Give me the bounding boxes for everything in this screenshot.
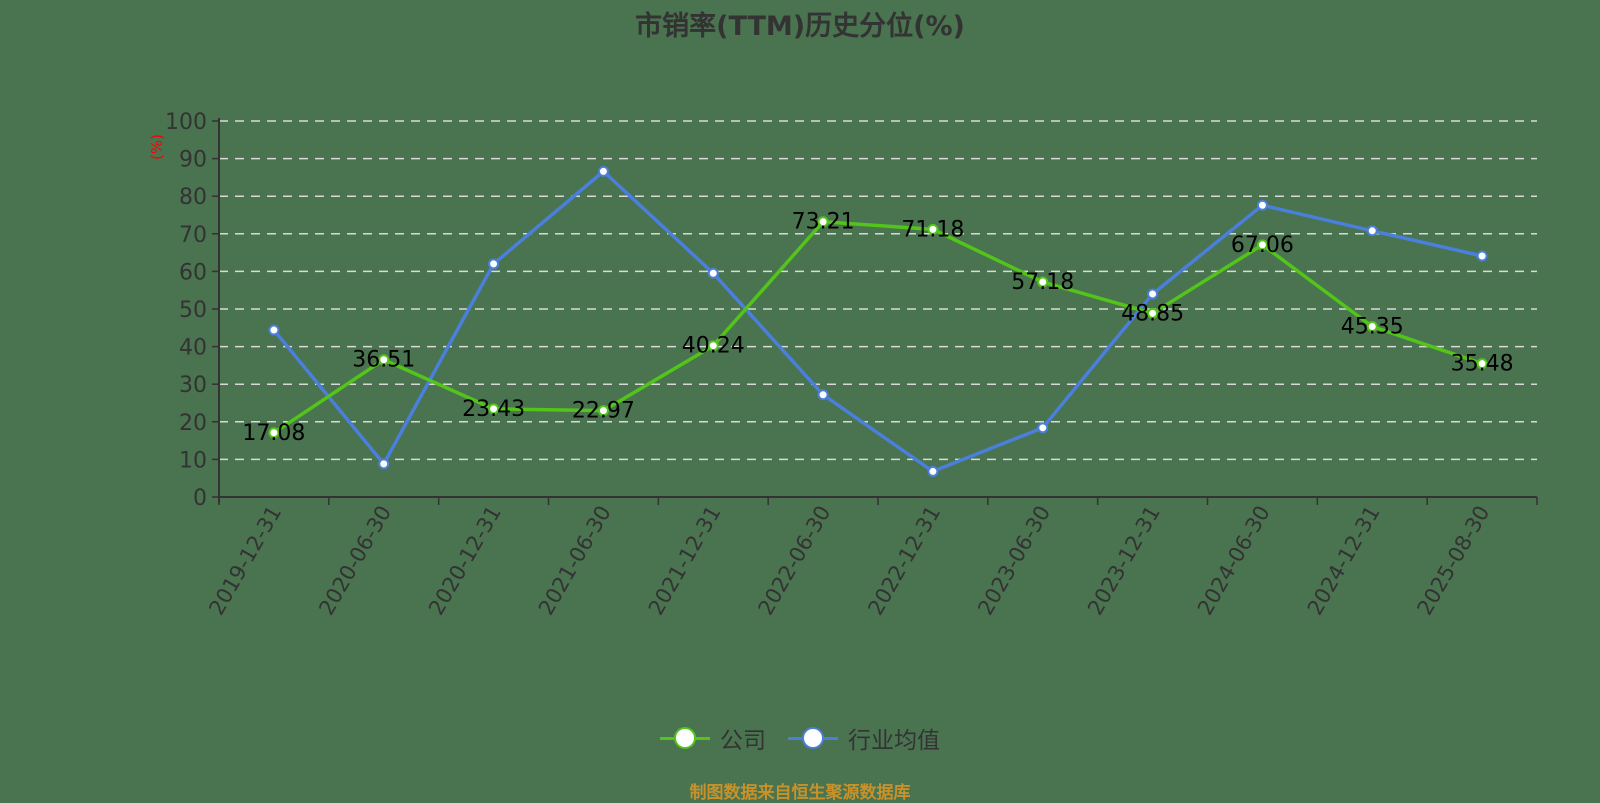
data-point[interactable]: [1476, 250, 1488, 262]
data-point[interactable]: [1366, 225, 1378, 237]
y-tick-label: 0: [193, 486, 207, 511]
y-tick-label: 80: [179, 185, 207, 210]
x-tick-label: 2024-06-30: [1193, 502, 1275, 620]
data-point[interactable]: [817, 389, 829, 401]
data-point[interactable]: [1147, 307, 1159, 319]
data-point[interactable]: [1256, 199, 1268, 211]
y-tick-label: 100: [165, 110, 207, 135]
x-tick-label: 2025-08-30: [1413, 502, 1495, 620]
data-point[interactable]: [1147, 288, 1159, 300]
data-point[interactable]: [268, 324, 280, 336]
series-layer: [268, 165, 1488, 477]
data-point[interactable]: [378, 354, 390, 366]
legend: 公司 行业均值: [0, 721, 1600, 755]
data-point[interactable]: [1366, 320, 1378, 332]
data-point[interactable]: [268, 427, 280, 439]
data-label: 35.48: [1451, 352, 1514, 377]
data-label: 45.35: [1341, 314, 1404, 339]
data-label: 73.21: [792, 210, 855, 235]
data-label: 57.18: [1011, 270, 1074, 295]
data-label: 71.18: [901, 217, 964, 242]
data-label: 48.85: [1121, 301, 1184, 326]
y-tick-label: 60: [179, 260, 207, 285]
company-line: [272, 219, 1483, 435]
data-label: 17.08: [242, 421, 305, 446]
data-point[interactable]: [1037, 422, 1049, 434]
legend-marker-icon: [660, 723, 710, 753]
x-tick-label: 2020-12-31: [424, 502, 506, 620]
data-point[interactable]: [488, 403, 500, 415]
data-label: 36.51: [352, 348, 415, 373]
data-point[interactable]: [1476, 358, 1488, 370]
legend-label: 公司: [720, 728, 766, 754]
y-tick-label: 30: [179, 373, 207, 398]
y-tick-label: 50: [179, 298, 207, 323]
legend-item-company[interactable]: 公司: [660, 721, 766, 755]
y-tick-label: 90: [179, 148, 207, 173]
x-tick-label: 2023-06-30: [973, 502, 1055, 620]
x-tick-label: 2021-06-30: [534, 502, 616, 620]
grid-lines: [219, 120, 1537, 461]
legend-marker-icon: [788, 723, 838, 753]
x-tick-label: 2019-12-31: [204, 502, 286, 620]
x-axis: 2019-12-31 2020-06-30 2020-12-31 2021-06-30…: [204, 496, 1538, 620]
x-tick-label: 2021-12-31: [644, 502, 726, 620]
circle-marker-icon: [674, 727, 696, 749]
chart-title: 市销率(TTM)历史分位(%): [635, 11, 965, 42]
data-label: 67.06: [1231, 233, 1294, 258]
x-tick-label: 2022-06-30: [754, 502, 836, 620]
data-point[interactable]: [707, 340, 719, 352]
circle-marker-icon: [802, 727, 824, 749]
data-point[interactable]: [597, 165, 609, 177]
data-point[interactable]: [927, 465, 939, 477]
x-tick-label: 2023-12-31: [1083, 502, 1165, 620]
data-label: 40.24: [682, 334, 745, 359]
data-point[interactable]: [597, 405, 609, 417]
data-labels: 17.08 36.51 23.43 22.97 40.24 73.21 71.18 57.18…: [242, 210, 1513, 446]
y-unit-label: (%): [148, 134, 166, 160]
y-tick-label: 10: [179, 448, 207, 473]
y-tick-label: 40: [179, 336, 207, 361]
legend-label: 行业均值: [848, 728, 940, 754]
legend-item-industry[interactable]: 行业均值: [788, 721, 940, 755]
data-label: 22.97: [572, 399, 635, 424]
x-tick-label: 2024-12-31: [1303, 502, 1385, 620]
y-tick-label: 20: [179, 411, 207, 436]
data-source-footer: 制图数据来自恒生聚源数据库: [689, 783, 911, 803]
data-point[interactable]: [817, 216, 829, 228]
y-axis: 0 10 20 30 40 50 60 70 80 90 100: [165, 110, 220, 511]
y-tick-label: 70: [179, 223, 207, 248]
data-point[interactable]: [707, 267, 719, 279]
data-point[interactable]: [927, 223, 939, 235]
x-tick-label: 2020-06-30: [314, 502, 396, 620]
data-point[interactable]: [1256, 239, 1268, 251]
data-label: 23.43: [462, 397, 525, 422]
industry-line: [272, 169, 1483, 474]
x-tick-label: 2022-12-31: [863, 502, 945, 620]
data-point[interactable]: [1037, 276, 1049, 288]
data-point[interactable]: [488, 258, 500, 270]
data-point[interactable]: [378, 458, 390, 470]
